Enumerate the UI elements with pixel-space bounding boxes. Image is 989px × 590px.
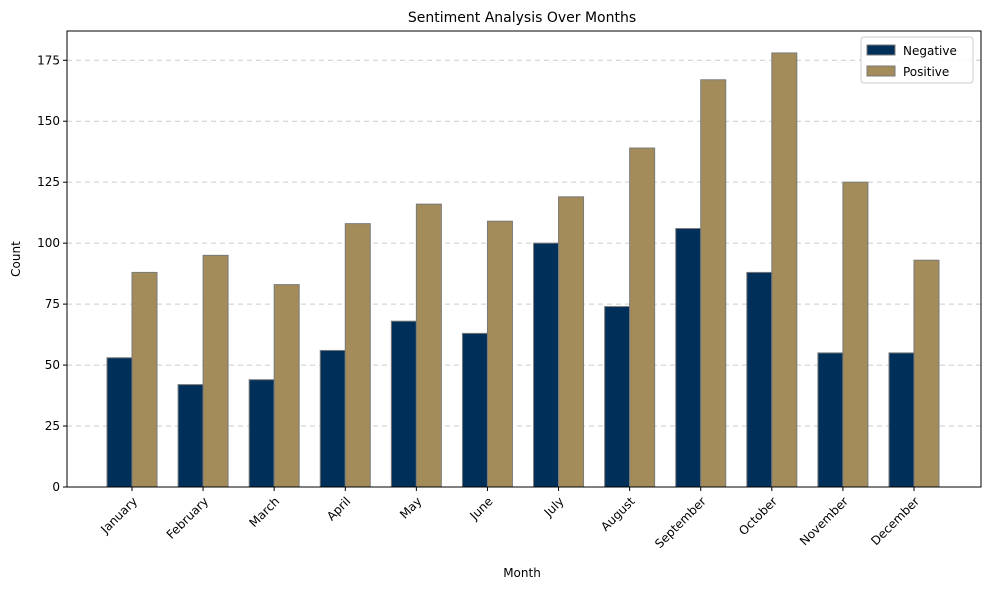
- bar-positive-october: [771, 52, 798, 488]
- bar-positive-june: [486, 220, 513, 488]
- y-tick-label: 150: [37, 114, 60, 128]
- bar-negative-august: [604, 306, 631, 488]
- y-axis-ticks: 0 25 50 75 100 125 150 175: [37, 53, 67, 494]
- bar-negative-june: [461, 332, 488, 488]
- x-tick-label: November: [797, 494, 851, 548]
- legend-swatch-positive: [866, 65, 896, 77]
- x-tick-label: October: [736, 494, 780, 538]
- y-tick-label: 175: [37, 53, 60, 67]
- bar-positive-may: [415, 203, 442, 488]
- x-axis-label: Month: [503, 566, 541, 580]
- bar-positive-november: [842, 181, 869, 488]
- bar-positive-december: [913, 259, 940, 488]
- bar-positive-july: [558, 196, 585, 488]
- y-axis-label: Count: [9, 241, 23, 277]
- legend-swatch-negative: [866, 44, 896, 56]
- x-tick-label: July: [541, 494, 567, 520]
- y-tick-label: 25: [45, 419, 60, 433]
- bar-positive-april: [344, 223, 371, 488]
- legend-label-positive: Positive: [903, 65, 949, 79]
- y-tick-label: 50: [45, 358, 60, 372]
- bars: [106, 52, 940, 488]
- bar-negative-december: [888, 352, 915, 488]
- bar-negative-september: [675, 228, 702, 488]
- x-tick-label: December: [868, 494, 922, 548]
- x-tick-label: January: [97, 494, 140, 537]
- bar-positive-august: [629, 147, 656, 488]
- bar-negative-november: [817, 352, 844, 488]
- x-tick-label: August: [598, 494, 638, 534]
- y-tick-label: 0: [52, 480, 60, 494]
- x-tick-label: September: [652, 494, 709, 551]
- bar-negative-july: [533, 242, 560, 488]
- x-axis-ticks: January February March April May June July Augu…: [97, 487, 922, 551]
- bar-negative-january: [106, 357, 133, 488]
- y-tick-label: 75: [45, 297, 60, 311]
- bar-negative-may: [390, 320, 417, 488]
- bar-positive-march: [273, 284, 300, 488]
- x-tick-label: February: [164, 494, 212, 542]
- bar-positive-september: [700, 79, 727, 488]
- bar-positive-february: [202, 254, 229, 488]
- plot-frame: [66, 30, 982, 488]
- bar-negative-april: [319, 349, 346, 488]
- y-tick-label: 100: [37, 236, 60, 250]
- x-tick-label: March: [247, 494, 283, 530]
- legend: Negative Positive: [860, 36, 974, 84]
- bar-negative-october: [746, 271, 773, 488]
- x-tick-label: April: [324, 494, 353, 523]
- legend-label-negative: Negative: [903, 44, 957, 58]
- x-tick-label: June: [466, 494, 495, 523]
- bar-negative-march: [248, 379, 275, 488]
- bar-negative-february: [177, 384, 204, 488]
- y-tick-label: 125: [37, 175, 60, 189]
- bar-positive-january: [131, 271, 158, 488]
- chart-title: Sentiment Analysis Over Months: [408, 10, 636, 26]
- x-tick-label: May: [397, 494, 424, 521]
